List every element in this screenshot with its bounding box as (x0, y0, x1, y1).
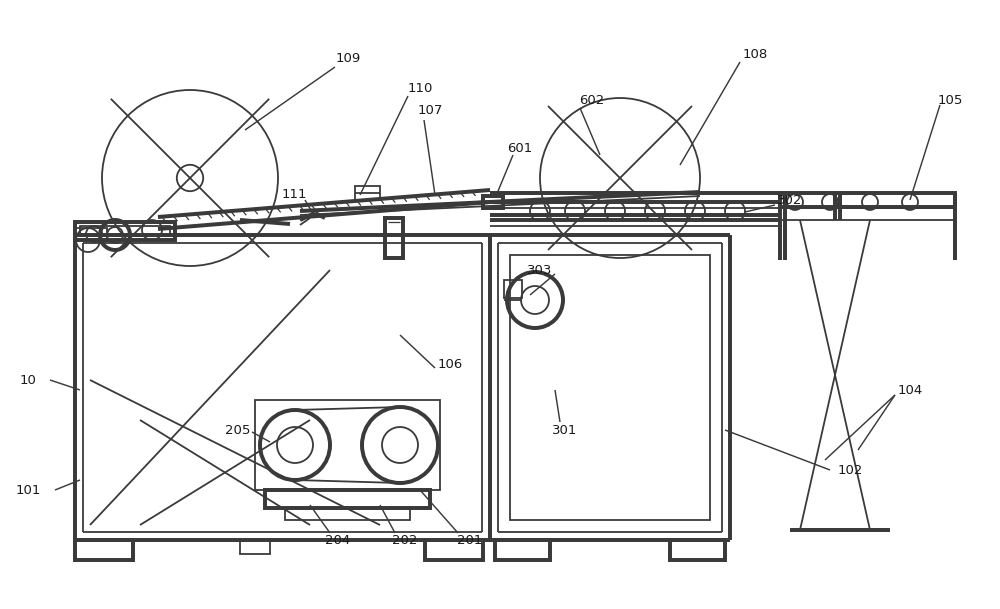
Bar (265, 490, 430, 508)
Text: 303: 303 (527, 264, 553, 276)
Bar (780, 208, 955, 220)
Bar (425, 540, 483, 560)
Bar (385, 218, 403, 258)
Bar (510, 255, 710, 520)
Bar (504, 280, 522, 298)
Text: 105: 105 (937, 94, 963, 107)
Text: 102: 102 (837, 463, 863, 476)
Text: 101: 101 (15, 484, 41, 496)
Bar (483, 196, 503, 208)
Bar (75, 228, 107, 240)
Bar (495, 540, 550, 560)
Text: 205: 205 (225, 423, 251, 437)
Text: 601: 601 (507, 141, 533, 155)
Text: 301: 301 (552, 423, 578, 437)
Text: 204: 204 (325, 533, 351, 546)
Text: 10: 10 (20, 373, 36, 387)
Text: 201: 201 (457, 533, 483, 546)
Text: 106: 106 (437, 359, 463, 371)
Text: 110: 110 (407, 82, 433, 94)
Bar (255, 400, 440, 490)
Bar (75, 540, 133, 560)
Bar (75, 222, 175, 240)
Text: 109: 109 (335, 52, 361, 65)
Text: 602: 602 (579, 94, 605, 107)
Bar (285, 508, 410, 520)
Bar (240, 540, 270, 554)
Bar (780, 193, 955, 207)
Text: 104: 104 (897, 384, 923, 396)
Text: 108: 108 (742, 49, 768, 62)
Text: 107: 107 (417, 104, 443, 116)
Text: 302: 302 (777, 194, 803, 206)
Bar (355, 186, 380, 200)
Text: 111: 111 (281, 189, 307, 202)
Bar (670, 540, 725, 560)
Bar (80, 226, 170, 236)
Text: 202: 202 (392, 533, 418, 546)
